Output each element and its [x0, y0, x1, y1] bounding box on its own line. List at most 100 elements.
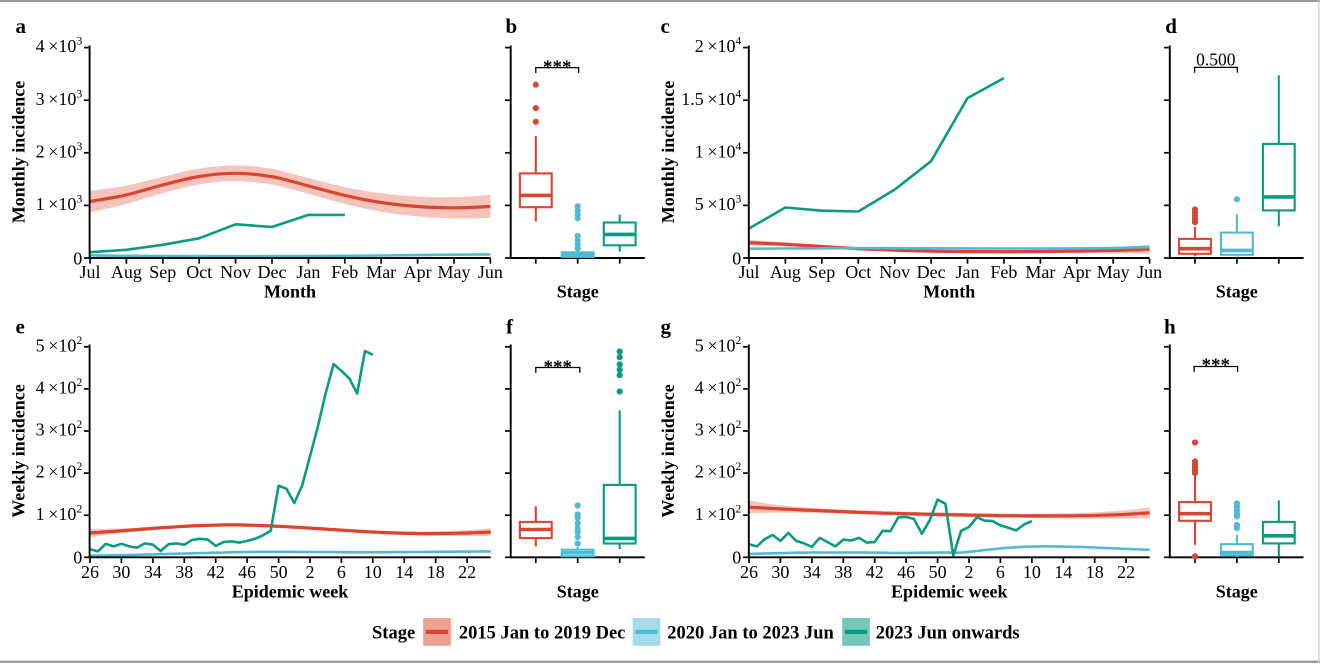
- svg-text:b: b: [506, 14, 518, 38]
- svg-text:Stage: Stage: [557, 582, 599, 602]
- svg-text:26: 26: [81, 562, 99, 582]
- svg-text:Epidemic week: Epidemic week: [232, 582, 349, 602]
- svg-text:Nov: Nov: [220, 262, 251, 282]
- svg-text:Weekly incidence: Weekly incidence: [9, 384, 29, 518]
- svg-text:Dec: Dec: [917, 262, 946, 282]
- svg-text:Month: Month: [923, 282, 975, 302]
- svg-text:***: ***: [543, 57, 572, 78]
- svg-text:Sep: Sep: [808, 262, 835, 282]
- svg-text:18: 18: [1086, 562, 1104, 582]
- svg-text:5 ×102: 5 ×102: [695, 335, 742, 356]
- svg-text:3 ×102: 3 ×102: [695, 419, 742, 440]
- svg-text:34: 34: [144, 562, 162, 582]
- svg-text:10: 10: [1023, 562, 1041, 582]
- svg-text:6: 6: [996, 562, 1005, 582]
- svg-text:0: 0: [732, 248, 741, 268]
- svg-text:h: h: [1164, 315, 1176, 339]
- svg-text:1 ×102: 1 ×102: [695, 503, 742, 524]
- svg-text:30: 30: [771, 562, 789, 582]
- svg-text:***: ***: [544, 357, 573, 378]
- svg-text:4 ×102: 4 ×102: [36, 377, 83, 398]
- svg-text:46: 46: [897, 562, 915, 582]
- svg-text:38: 38: [175, 562, 193, 582]
- svg-text:Stage: Stage: [557, 282, 599, 302]
- svg-text:2 ×103: 2 ×103: [36, 141, 83, 162]
- svg-text:Jan: Jan: [296, 262, 320, 282]
- svg-text:Jun: Jun: [1137, 262, 1162, 282]
- svg-text:14: 14: [1054, 562, 1072, 582]
- svg-text:2015 Jan to 2019 Dec: 2015 Jan to 2019 Dec: [459, 624, 625, 644]
- svg-text:0.500: 0.500: [1196, 49, 1236, 69]
- svg-text:Stage: Stage: [1216, 282, 1258, 302]
- svg-text:38: 38: [834, 562, 852, 582]
- svg-text:14: 14: [395, 562, 413, 582]
- svg-text:Dec: Dec: [258, 262, 287, 282]
- svg-text:0: 0: [73, 548, 82, 568]
- svg-text:6: 6: [337, 562, 346, 582]
- svg-text:Mar: Mar: [1025, 262, 1055, 282]
- svg-text:22: 22: [1117, 562, 1135, 582]
- svg-text:Weekly incidence: Weekly incidence: [658, 384, 678, 518]
- svg-text:50: 50: [929, 562, 947, 582]
- svg-text:2 ×102: 2 ×102: [36, 461, 83, 482]
- svg-text:Jul: Jul: [79, 262, 100, 282]
- svg-text:Feb: Feb: [990, 262, 1017, 282]
- svg-text:18: 18: [427, 562, 445, 582]
- svg-text:d: d: [1165, 14, 1177, 38]
- svg-text:Oct: Oct: [186, 262, 212, 282]
- svg-text:3 ×103: 3 ×103: [36, 88, 83, 109]
- svg-text:Stage: Stage: [372, 624, 415, 644]
- svg-text:Jun: Jun: [478, 262, 503, 282]
- svg-text:0: 0: [732, 548, 741, 568]
- svg-text:10: 10: [364, 562, 382, 582]
- svg-text:42: 42: [207, 562, 225, 582]
- svg-text:34: 34: [803, 562, 821, 582]
- svg-text:Jan: Jan: [956, 262, 980, 282]
- svg-text:May: May: [1097, 262, 1130, 282]
- svg-text:0: 0: [73, 248, 82, 268]
- svg-text:46: 46: [238, 562, 256, 582]
- svg-text:4 ×102: 4 ×102: [695, 377, 742, 398]
- svg-text:3 ×102: 3 ×102: [36, 419, 83, 440]
- svg-text:May: May: [438, 262, 471, 282]
- svg-text:1.5 ×104: 1.5 ×104: [681, 88, 741, 109]
- svg-text:4 ×103: 4 ×103: [36, 36, 83, 57]
- svg-text:Sep: Sep: [149, 262, 176, 282]
- svg-text:Apr: Apr: [404, 262, 432, 282]
- svg-text:Monthly incidence: Monthly incidence: [9, 81, 29, 224]
- svg-text:Oct: Oct: [845, 262, 871, 282]
- svg-text:2: 2: [965, 562, 974, 582]
- svg-text:42: 42: [866, 562, 884, 582]
- svg-text:50: 50: [270, 562, 288, 582]
- svg-text:2020 Jan to 2023 Jun: 2020 Jan to 2023 Jun: [667, 624, 834, 644]
- svg-text:Monthly incidence: Monthly incidence: [658, 81, 678, 224]
- svg-text:f: f: [506, 315, 514, 339]
- svg-text:1 ×104: 1 ×104: [695, 141, 742, 162]
- svg-text:1 ×103: 1 ×103: [36, 194, 83, 215]
- svg-text:Stage: Stage: [1216, 582, 1258, 602]
- svg-text:Aug: Aug: [111, 262, 142, 282]
- svg-text:5 ×102: 5 ×102: [36, 335, 83, 356]
- svg-text:***: ***: [1202, 355, 1231, 376]
- svg-text:a: a: [16, 14, 27, 38]
- svg-text:1 ×102: 1 ×102: [36, 503, 83, 524]
- svg-text:30: 30: [112, 562, 130, 582]
- svg-text:2 ×104: 2 ×104: [695, 36, 742, 57]
- svg-text:c: c: [661, 14, 670, 38]
- svg-text:5 ×103: 5 ×103: [695, 194, 742, 215]
- svg-text:Nov: Nov: [879, 262, 910, 282]
- svg-text:26: 26: [740, 562, 758, 582]
- svg-text:22: 22: [458, 562, 476, 582]
- svg-text:Mar: Mar: [366, 262, 396, 282]
- svg-text:2 ×102: 2 ×102: [695, 461, 742, 482]
- svg-text:Feb: Feb: [331, 262, 358, 282]
- svg-text:g: g: [661, 315, 672, 339]
- svg-text:2: 2: [306, 562, 315, 582]
- svg-text:2023 Jun onwards: 2023 Jun onwards: [876, 624, 1020, 644]
- svg-text:Epidemic week: Epidemic week: [891, 582, 1008, 602]
- svg-text:Aug: Aug: [770, 262, 801, 282]
- svg-text:Jul: Jul: [738, 262, 759, 282]
- svg-text:e: e: [16, 315, 25, 339]
- svg-text:Month: Month: [264, 282, 316, 302]
- svg-text:Apr: Apr: [1063, 262, 1091, 282]
